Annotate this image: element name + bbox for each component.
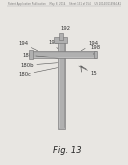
- Bar: [59, 33, 63, 40]
- Bar: [94, 51, 97, 58]
- Text: Fig. 13: Fig. 13: [53, 147, 81, 155]
- Text: 180c: 180c: [18, 68, 58, 77]
- Bar: [58, 38, 65, 129]
- Bar: [29, 50, 33, 59]
- Text: 194: 194: [18, 41, 38, 51]
- Text: 180b: 180b: [21, 63, 58, 68]
- Text: 196: 196: [48, 40, 58, 49]
- Text: Patent Application Publication     May. 8, 2014     Sheet 131 of 154     US 2014: Patent Application Publication May. 8, 2…: [8, 2, 120, 6]
- Text: 194: 194: [81, 41, 98, 51]
- Text: 15: 15: [79, 66, 97, 76]
- Text: 198: 198: [90, 45, 100, 54]
- Text: 180: 180: [23, 53, 58, 58]
- Bar: [54, 37, 67, 43]
- Text: 192: 192: [61, 26, 71, 35]
- Bar: [32, 51, 96, 58]
